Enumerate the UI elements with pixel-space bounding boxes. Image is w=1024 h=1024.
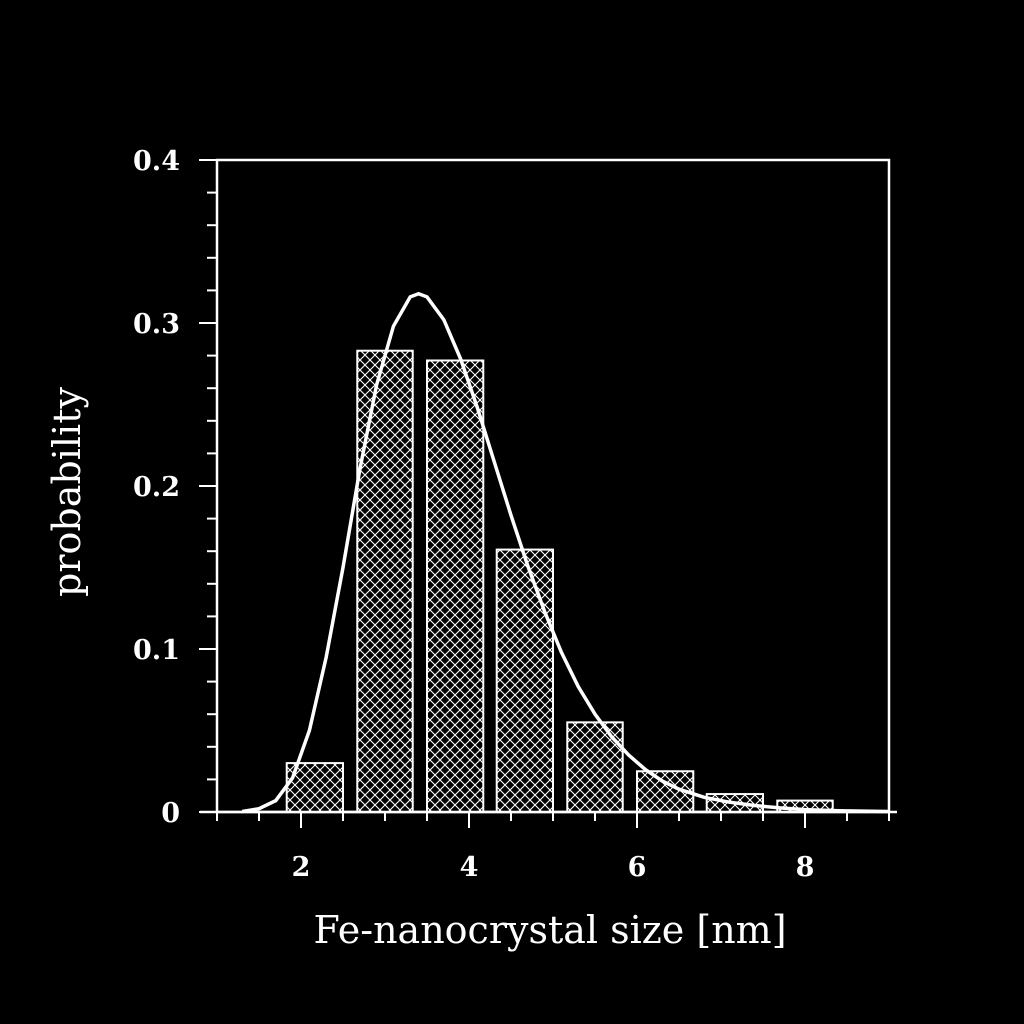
y-tick-label: 0 [161,798,180,829]
x-tick-label: 4 [460,852,479,883]
bar [495,548,554,813]
x-axis: 2 4 6 8 [200,810,897,883]
y-axis: 0 0.1 0.2 0.3 0.4 [133,146,217,829]
bar [426,359,485,813]
x-tick-label: 8 [796,852,815,883]
x-tick-label: 2 [292,852,311,883]
fit-curve [241,291,890,814]
y-tick-label: 0.1 [133,635,180,666]
x-tick-label: 6 [628,852,647,883]
y-tick-label: 0.3 [133,309,180,340]
x-axis-title: Fe-nanocrystal size [nm] [313,908,786,952]
y-tick-label: 0.2 [133,472,180,503]
y-tick-label: 0.4 [133,146,180,177]
bar [566,721,624,813]
bar [356,349,414,813]
y-axis-title: probability [45,387,89,597]
